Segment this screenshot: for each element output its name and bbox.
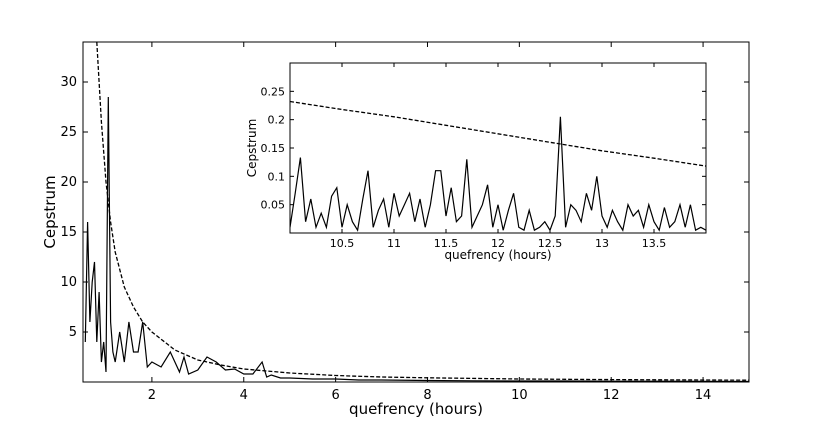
inset-y-tick-label: 0.1	[268, 170, 286, 183]
main-plot-frame	[82, 41, 750, 383]
inset-y-tick-label: 0.15	[261, 142, 286, 155]
main-series-line-solid	[84, 96, 749, 382]
main-y-tick-label: 5	[69, 325, 77, 340]
inset-ticks: 10.5 11 11.5 12 12.5 13 13.5 0.05 0.1 0.15 0.2 0.25	[261, 63, 706, 250]
inset-y-tick-label: 0.25	[261, 85, 286, 98]
main-x-tick-label: 4	[240, 388, 248, 403]
inset-series-line-dashed	[290, 100, 706, 167]
inset-x-tick-label: 10.5	[330, 237, 355, 250]
main-y-tick-label: 15	[60, 225, 77, 240]
inset-chart: 10.5 11 11.5 12 12.5 13 13.5 0.05 0.1 0.15 0.2 0.25…	[245, 62, 707, 262]
main-ticks: 2 4 6 8 10 12 14 5 10 15 20 25 30	[60, 42, 749, 403]
main-y-tick-label: 30	[60, 75, 77, 90]
inset-x-tick-label: 13.5	[642, 237, 667, 250]
main-y-tick-label: 20	[60, 175, 77, 190]
main-x-tick-label: 6	[331, 388, 339, 403]
main-x-tick-label: 2	[148, 388, 156, 403]
main-series-line-dashed	[96, 42, 749, 381]
main-x-tick-label: 12	[603, 388, 620, 403]
inset-series-line-solid	[290, 116, 706, 232]
inset-x-tick-label: 12.5	[538, 237, 563, 250]
main-series	[84, 42, 749, 382]
main-y-tick-label: 25	[60, 125, 77, 140]
inset-y-tick-label: 0.2	[268, 114, 286, 127]
inset-y-tick-label: 0.05	[261, 199, 286, 212]
inset-x-tick-label: 11	[387, 237, 401, 250]
main-x-tick-label: 14	[695, 388, 712, 403]
inset-x-axis-label: quefrency (hours)	[444, 248, 551, 262]
inset-x-tick-label: 12	[491, 237, 505, 250]
main-x-tick-label: 10	[511, 388, 528, 403]
inset-x-tick-label: 11.5	[434, 237, 459, 250]
inset-y-axis-label: Cepstrum	[245, 119, 259, 178]
main-x-tick-label: 8	[423, 388, 431, 403]
inset-x-tick-label: 13	[595, 237, 609, 250]
main-x-axis-label: quefrency (hours)	[349, 400, 483, 418]
main-y-tick-label: 10	[60, 275, 77, 290]
inset-series	[290, 100, 706, 232]
main-y-axis-label: Cepstrum	[41, 175, 59, 248]
